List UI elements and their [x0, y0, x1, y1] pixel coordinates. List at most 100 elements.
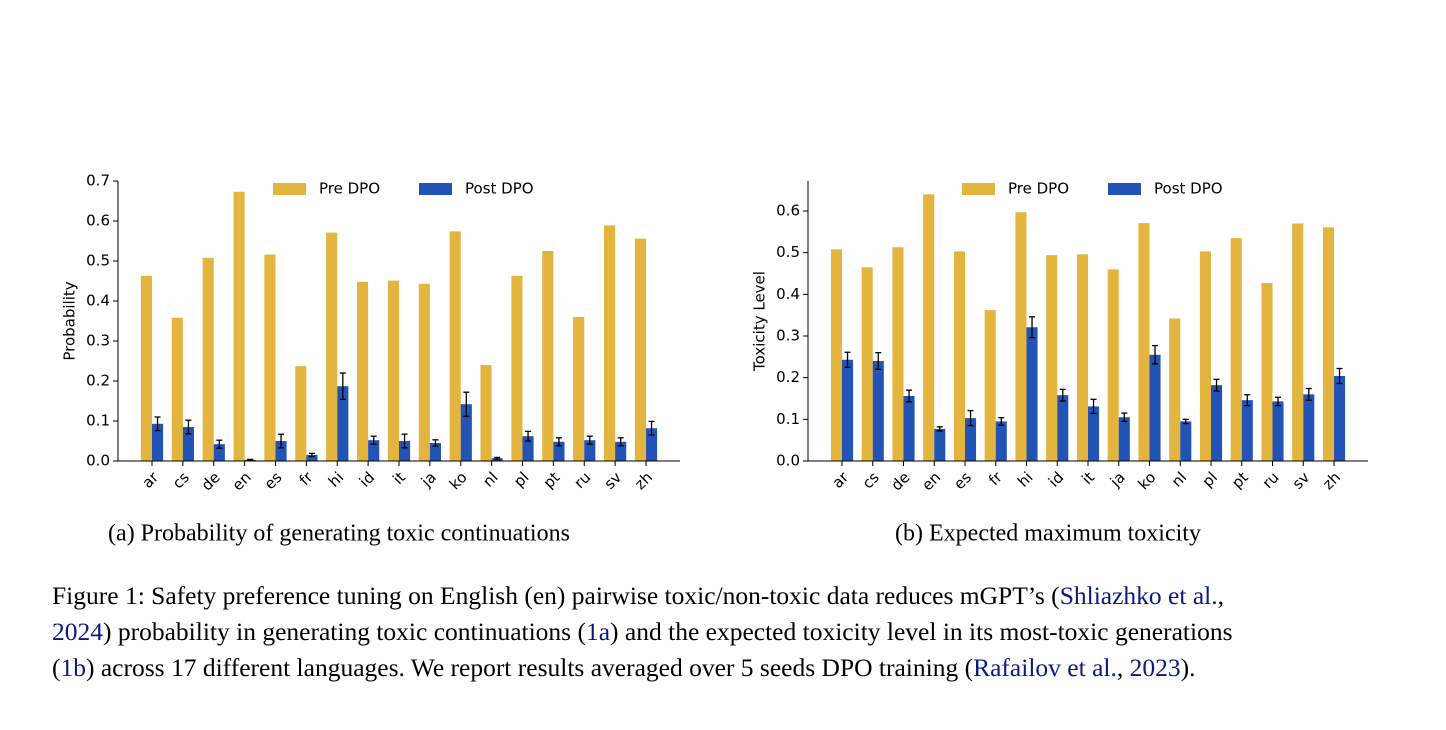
bar: [1015, 212, 1027, 461]
x-tick-label: es: [950, 468, 975, 493]
y-tick-label: 0.5: [86, 252, 110, 270]
error-bar: [216, 439, 223, 449]
bar: [449, 231, 461, 461]
error-bar: [1305, 387, 1312, 401]
bar: [295, 366, 307, 461]
x-tick-label: pl: [1199, 468, 1221, 490]
bar: [337, 386, 349, 461]
legend-swatch: [419, 183, 452, 195]
x-tick-label: hi: [1014, 468, 1036, 490]
error-bar: [844, 351, 851, 368]
bar: [1241, 400, 1253, 461]
bar: [357, 281, 369, 461]
y-tick-label: 0.0: [86, 452, 110, 470]
bar: [984, 310, 996, 461]
bar: [1180, 421, 1192, 461]
bar: [511, 275, 523, 461]
x-tick-label: ar: [828, 468, 852, 492]
error-bar: [401, 433, 408, 449]
error-bar: [1029, 316, 1036, 339]
bar: [615, 441, 627, 461]
bar: [275, 441, 287, 461]
error-bar: [308, 452, 315, 458]
bar: [1076, 254, 1088, 461]
x-tick-label: pt: [1228, 468, 1252, 492]
error-bar: [1182, 418, 1189, 425]
subcaption: (b) Expected maximum toxicity: [895, 521, 1201, 547]
x-tick-label: id: [356, 468, 378, 490]
error-bar: [278, 433, 285, 449]
bar: [326, 232, 338, 461]
bar: [934, 428, 946, 461]
bar: [573, 317, 585, 461]
bar: [842, 359, 854, 461]
bar: [522, 436, 534, 461]
x-tick-label: en: [918, 468, 944, 494]
citation-link[interactable]: 2024: [52, 617, 103, 646]
bar: [1138, 223, 1150, 461]
error-bar: [998, 417, 1005, 426]
bar: [140, 275, 152, 461]
error-bar: [463, 391, 470, 417]
x-tick-label: ko: [446, 468, 471, 493]
bar: [1211, 385, 1223, 461]
bar: [429, 443, 441, 461]
error-bar: [617, 437, 624, 447]
y-tick-label: 0.1: [776, 410, 800, 428]
y-tick-label: 0.4: [86, 292, 110, 310]
x-tick-label: de: [888, 468, 914, 494]
x-tick-label: ja: [1106, 468, 1129, 491]
figure-caption: Figure 1: Safety preference tuning on En…: [52, 578, 1233, 686]
error-bar: [370, 435, 377, 445]
x-tick-label: ko: [1135, 468, 1160, 493]
legend-swatch: [1108, 183, 1141, 195]
x-tick-label: es: [261, 468, 286, 493]
bar: [553, 441, 565, 461]
legend-swatch: [962, 183, 995, 195]
bar: [1169, 318, 1181, 461]
bar: [1322, 227, 1334, 461]
y-tick-label: 0.2: [776, 368, 800, 386]
bar: [171, 317, 183, 461]
x-tick-label: ru: [570, 468, 594, 492]
caption-line: 2024) probability in generating toxic co…: [52, 614, 1233, 650]
error-bar: [967, 409, 974, 427]
y-tick-label: 0.4: [776, 285, 800, 303]
x-tick-label: cs: [169, 468, 193, 492]
bar: [1230, 238, 1242, 461]
bar: [1303, 394, 1315, 461]
bar: [1107, 269, 1119, 461]
bar: [923, 194, 935, 462]
error-bar: [586, 435, 593, 445]
x-tick-label: pl: [510, 468, 532, 490]
y-tick-label: 0.6: [776, 202, 800, 220]
error-bar: [648, 420, 655, 436]
bar: [634, 238, 646, 461]
citation-link[interactable]: 1b: [60, 653, 87, 682]
y-tick-label: 0.3: [86, 332, 110, 350]
bar: [387, 280, 399, 461]
citation-link[interactable]: 2023: [1129, 653, 1181, 682]
legend-swatch: [273, 183, 306, 195]
caption-text: ,: [1116, 653, 1130, 682]
y-axis-label: Probability: [61, 281, 79, 360]
bar: [213, 444, 225, 461]
x-tick-label: id: [1045, 468, 1067, 490]
bar: [861, 267, 873, 461]
bar: [1118, 417, 1130, 461]
caption-text: ) and the expected toxicity level in its…: [610, 617, 1233, 646]
error-bar: [247, 458, 254, 461]
citation-link[interactable]: Rafailov et al.: [973, 653, 1117, 682]
y-tick-label: 0.3: [776, 327, 800, 345]
x-tick-label: fr: [985, 468, 1006, 489]
error-bar: [432, 439, 439, 447]
bar: [1199, 251, 1211, 461]
caption-line: (1b) across 17 different languages. We r…: [52, 650, 1233, 686]
bar: [1088, 406, 1100, 461]
x-tick-label: fr: [296, 468, 317, 489]
citation-link[interactable]: 1a: [585, 617, 611, 646]
bar: [872, 361, 884, 461]
bar: [1334, 376, 1346, 461]
citation-link[interactable]: Shliazhko et al.: [1059, 581, 1218, 610]
